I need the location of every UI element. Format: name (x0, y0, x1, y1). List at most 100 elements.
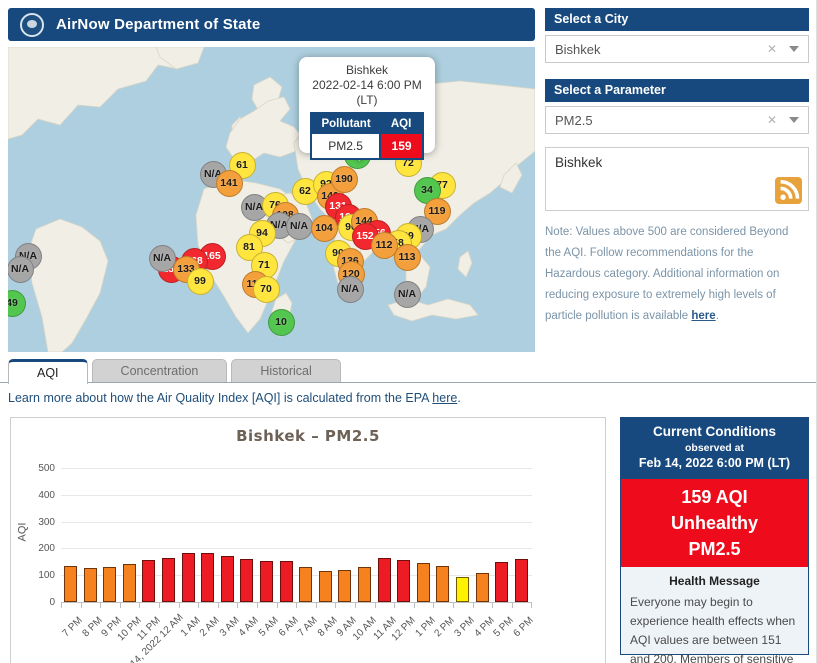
chart-bar[interactable] (279, 561, 293, 602)
y-tick-label: 100 (38, 570, 55, 582)
gridline (61, 548, 532, 550)
chart-bar[interactable] (299, 567, 313, 602)
x-tick-mark (374, 603, 376, 608)
chart-bar[interactable] (142, 560, 156, 602)
chart-bar[interactable] (397, 559, 411, 602)
rss-city-label: Bishkek (555, 155, 603, 170)
x-tick-mark (159, 603, 160, 608)
cc-aqi-value: 159 AQI (681, 487, 748, 507)
x-tick-mark (178, 603, 180, 608)
learn-more-period: . (457, 391, 461, 405)
city-caret-icon[interactable] (789, 46, 799, 52)
city-select-value: Bishkek (555, 41, 601, 57)
select-parameter-header: Select a Parameter (545, 79, 809, 102)
x-tick-mark (355, 603, 356, 608)
aqi-map-marker[interactable]: N/A (8, 255, 34, 283)
gridline (61, 494, 532, 496)
x-tick-mark (80, 603, 82, 608)
popup-aqi-value: 159 (380, 134, 423, 159)
tab-concentration[interactable]: Concentration (91, 359, 228, 382)
aqi-map-marker[interactable]: 70 (252, 275, 280, 303)
chart-bar[interactable] (358, 566, 371, 602)
chart-bar[interactable] (64, 566, 77, 602)
chart-bar[interactable] (456, 576, 469, 602)
y-tick-label: 300 (38, 516, 55, 528)
aqi-map-marker[interactable]: N/A (336, 275, 364, 303)
chart-bar[interactable] (260, 561, 273, 602)
cc-category: Unhealthy (670, 513, 758, 533)
current-conditions-header: Current Conditions observed at Feb 14, 2… (621, 418, 808, 479)
x-tick-mark (139, 603, 141, 608)
chart-bar[interactable] (103, 567, 117, 602)
x-tick-mark (100, 603, 102, 608)
cc-health-block: Health Message Everyone may begin to exp… (621, 567, 808, 663)
cc-health-message: Everyone may begin to experience health … (630, 595, 796, 663)
x-tick-mark (257, 603, 258, 608)
chart-bar[interactable] (416, 562, 430, 602)
select-city-header: Select a City (545, 8, 809, 31)
aqi-map-marker[interactable]: N/A (393, 280, 421, 308)
chart-bar[interactable] (181, 552, 195, 602)
aqi-map-marker[interactable]: 141 (215, 169, 243, 197)
y-tick-label: 400 (38, 489, 55, 501)
tab-divider (0, 382, 816, 383)
beyond-aqi-note: Note: Values above 500 are considered Be… (545, 222, 807, 327)
rss-box: Bishkek (545, 147, 809, 211)
popup-city: Bishkek (345, 63, 389, 77)
chart-bar[interactable] (240, 558, 254, 602)
tab-historical[interactable]: Historical (231, 359, 341, 382)
aqi-map-marker[interactable]: 104 (310, 214, 338, 242)
x-tick-mark (511, 603, 513, 608)
x-tick-mark (61, 603, 62, 608)
aqi-map-marker[interactable]: 99 (186, 267, 214, 295)
city-select[interactable]: Bishkek ✕ (545, 35, 809, 63)
epa-here-link[interactable]: here (432, 391, 458, 405)
parameter-clear-icon[interactable]: ✕ (766, 113, 777, 127)
x-tick-mark (296, 603, 298, 608)
app-title: AirNow Department of State (56, 16, 261, 33)
popup-table: Pollutant AQI PM2.5 159 (310, 112, 424, 160)
chart-bar[interactable] (475, 573, 489, 602)
parameter-select[interactable]: PM2.5 ✕ (545, 106, 809, 134)
y-tick-label: 0 (49, 597, 55, 608)
chart-plot: 0 100 200 300 400 500 (38, 463, 533, 608)
x-tick-mark (413, 603, 415, 608)
chart-bar[interactable] (514, 559, 528, 602)
note-period: . (715, 310, 719, 322)
chart-bar[interactable] (162, 557, 175, 602)
parameter-caret-icon[interactable] (789, 117, 799, 123)
cc-datetime: Feb 14, 2022 6:00 PM (LT) (638, 456, 791, 470)
aqi-map-marker[interactable]: 10 (267, 308, 295, 336)
chart-bar[interactable] (495, 561, 509, 602)
chart-bar[interactable] (122, 563, 136, 602)
current-conditions-panel: Current Conditions observed at Feb 14, 2… (620, 417, 809, 663)
x-tick-mark (394, 603, 396, 608)
world-map[interactable]: 61N/A1416292140190727734119N/A76108N/AN/… (8, 47, 535, 352)
city-clear-icon[interactable]: ✕ (766, 42, 777, 56)
x-tick-mark (237, 603, 239, 608)
chart-bar[interactable] (83, 567, 97, 602)
aqi-map-marker[interactable]: N/A (148, 244, 176, 272)
popup-timezone: (LT) (356, 93, 378, 107)
chart-bar[interactable] (201, 552, 215, 602)
tab-aqi[interactable]: AQI (8, 359, 88, 384)
aqi-map-marker[interactable]: 190 (330, 165, 358, 193)
chart-title: Bishkek – PM2.5 (236, 427, 380, 445)
x-tick-mark (119, 603, 121, 608)
rss-feed-icon[interactable] (775, 177, 802, 204)
y-tick-label: 200 (38, 543, 55, 555)
chart-bar[interactable] (338, 570, 352, 602)
aqi-map-marker[interactable]: 112 (370, 231, 398, 259)
aqi-map-marker[interactable]: 113 (393, 243, 421, 271)
chart-bar[interactable] (377, 558, 391, 602)
chart-x-labels: 7 PM 8 PM 9 PM 10 PM 11 PM Feb 14, 2022 12 AM… (60, 609, 535, 663)
aqi-map-marker[interactable]: N/A (285, 212, 313, 240)
chart-bar[interactable] (220, 556, 234, 602)
tab-bar: AQI Concentration Historical (8, 359, 345, 384)
note-here-link[interactable]: here (691, 310, 716, 322)
chart-bar[interactable] (436, 566, 450, 602)
x-tick-mark (433, 603, 435, 608)
aqi-map-marker[interactable]: 49 (8, 289, 26, 317)
chart-bar[interactable] (318, 570, 332, 602)
